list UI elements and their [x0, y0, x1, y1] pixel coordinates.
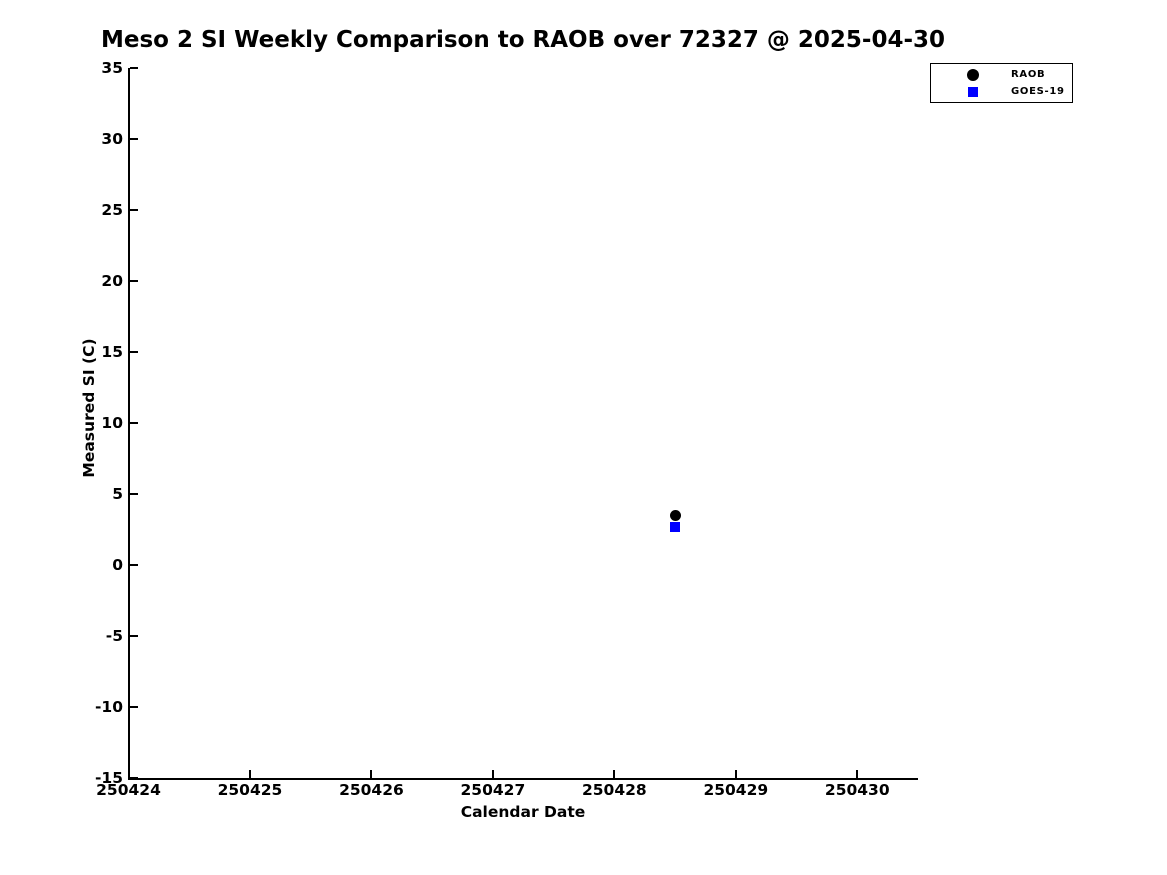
y-tick-label: -15	[94, 769, 123, 787]
y-tick-mark	[129, 635, 138, 637]
y-tick-label: -10	[94, 698, 123, 716]
y-tick-label: 0	[112, 556, 123, 574]
y-tick-label: 10	[101, 414, 123, 432]
y-tick-label: 30	[101, 130, 123, 148]
y-tick-mark	[129, 351, 138, 353]
y-tick-label: -5	[105, 627, 123, 645]
x-axis-spine	[127, 778, 918, 780]
x-tick-label: 250428	[581, 781, 647, 799]
y-tick-label: 20	[101, 272, 123, 290]
x-tick-mark	[491, 770, 494, 778]
legend-marker-cell	[958, 86, 988, 97]
chart-title: Meso 2 SI Weekly Comparison to RAOB over…	[100, 27, 946, 53]
y-tick-label: 15	[101, 343, 123, 361]
legend-circle-icon	[967, 68, 979, 81]
data-point-goes-19	[670, 521, 681, 532]
x-tick-mark	[127, 770, 130, 778]
x-tick-label: 250426	[339, 781, 404, 799]
x-tick-mark	[248, 770, 251, 778]
legend-label: RAOB	[1011, 69, 1046, 80]
x-tick-mark	[613, 770, 616, 778]
y-tick-mark	[129, 138, 138, 140]
y-tick-label: 25	[101, 201, 123, 219]
x-tick-label: 250430	[824, 781, 890, 799]
legend: RAOB GOES-19	[930, 63, 1073, 103]
data-point-raob	[669, 509, 681, 521]
y-tick-mark	[129, 564, 138, 566]
y-tick-label: 5	[112, 485, 123, 503]
x-tick-mark	[370, 770, 373, 778]
y-tick-mark	[129, 67, 138, 69]
y-tick-mark	[129, 422, 138, 424]
legend-item-goes-19: GOES-19	[931, 84, 1072, 99]
x-tick-label: 250425	[217, 781, 283, 799]
y-tick-label: 35	[101, 59, 123, 77]
legend-marker-cell	[958, 68, 988, 81]
x-tick-mark	[734, 770, 737, 778]
y-tick-mark	[129, 493, 138, 495]
y-axis-spine	[127, 68, 130, 780]
x-tick-label: 250429	[703, 781, 769, 799]
x-tick-mark	[856, 770, 859, 778]
y-tick-mark	[129, 280, 138, 282]
x-tick-label: 250424	[96, 781, 161, 799]
legend-square-icon	[968, 86, 978, 97]
x-tick-label: 250427	[460, 781, 526, 799]
legend-label: GOES-19	[1011, 86, 1065, 97]
y-tick-mark	[129, 777, 138, 779]
legend-item-raob: RAOB	[931, 67, 1072, 82]
y-tick-mark	[129, 706, 138, 708]
y-tick-mark	[129, 209, 138, 211]
x-axis-label: Calendar Date	[460, 803, 586, 821]
